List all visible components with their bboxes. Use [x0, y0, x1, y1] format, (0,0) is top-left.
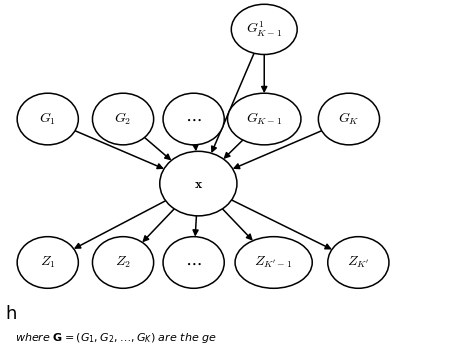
Ellipse shape [328, 237, 389, 288]
Text: $\cdots$: $\cdots$ [185, 110, 202, 128]
Text: h: h [5, 305, 17, 323]
Text: $Z_{K'-1}$: $Z_{K'-1}$ [254, 255, 293, 270]
Ellipse shape [163, 93, 224, 145]
Ellipse shape [17, 93, 78, 145]
Text: $G_2$: $G_2$ [114, 111, 132, 127]
Ellipse shape [231, 4, 297, 54]
Text: $Z_1$: $Z_1$ [40, 255, 56, 270]
Text: where $\mathbf{G} = (G_1, G_2, \ldots, G_K)$ are the ge: where $\mathbf{G} = (G_1, G_2, \ldots, G… [15, 331, 217, 345]
Ellipse shape [163, 237, 224, 288]
Text: $\mathbf{x}$: $\mathbf{x}$ [194, 177, 203, 190]
Text: $G_{K-1}$: $G_{K-1}$ [246, 111, 282, 127]
Text: $G_K$: $G_K$ [338, 111, 360, 127]
Ellipse shape [235, 237, 312, 288]
Ellipse shape [228, 93, 301, 145]
Ellipse shape [93, 237, 154, 288]
Ellipse shape [160, 151, 237, 216]
Ellipse shape [93, 93, 154, 145]
Text: $G_1$: $G_1$ [39, 111, 56, 127]
Text: $G^1_{K-1}$: $G^1_{K-1}$ [246, 20, 282, 39]
Ellipse shape [318, 93, 379, 145]
Text: $Z_{K'}$: $Z_{K'}$ [347, 255, 370, 270]
Text: $Z_2$: $Z_2$ [115, 255, 131, 270]
Ellipse shape [17, 237, 78, 288]
Text: $\cdots$: $\cdots$ [185, 253, 202, 271]
